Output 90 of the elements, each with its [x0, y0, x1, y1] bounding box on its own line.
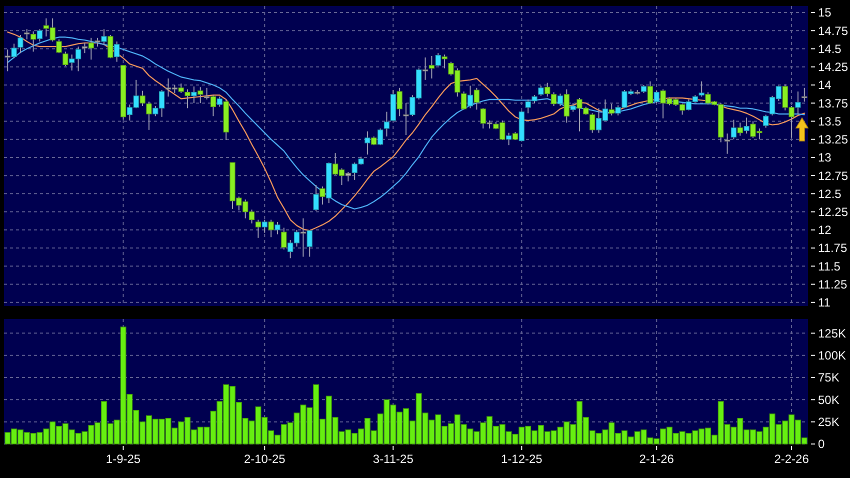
- candlestick: [320, 186, 326, 206]
- y-tick-label: 14.75: [818, 24, 848, 38]
- candlestick: [4, 48, 10, 72]
- candlestick: [62, 51, 68, 67]
- candlestick: [384, 111, 390, 137]
- x-tick-label: 2-1-26: [639, 452, 674, 466]
- candlestick: [377, 128, 384, 146]
- y-tick-label: 75K: [818, 370, 840, 385]
- y-tick-label: 11.5: [818, 259, 841, 274]
- candlestick: [590, 112, 596, 134]
- candlestick: [191, 86, 197, 104]
- y-tick-label: 12.25: [818, 204, 848, 219]
- x-tick-label: 2-2-26: [774, 452, 810, 466]
- candlestick: [608, 103, 614, 116]
- y-tick-label: 11.25: [818, 277, 848, 292]
- candlestick: [474, 87, 480, 110]
- y-tick-label: 12: [818, 223, 832, 238]
- y-tick-label: 11: [818, 296, 831, 310]
- y-tick-label: 12.75: [818, 168, 848, 183]
- y-tick-label: 13.75: [818, 96, 848, 110]
- candlestick: [114, 41, 120, 62]
- candlestick: [18, 34, 24, 54]
- candlestick: [146, 101, 152, 130]
- y-tick-label: 25K: [818, 415, 840, 430]
- y-tick-label: 125K: [818, 326, 846, 340]
- candlestick: [345, 171, 351, 182]
- candlestick: [525, 98, 531, 114]
- candlestick: [184, 88, 190, 109]
- candlestick: [268, 219, 274, 238]
- candlestick: [435, 52, 441, 67]
- x-tick-label: 1-9-25: [106, 452, 141, 466]
- y-tick-label: 11.75: [818, 241, 848, 256]
- candlestick: [255, 219, 262, 238]
- candlestick: [403, 102, 409, 136]
- candlestick: [461, 91, 467, 110]
- candlestick: [795, 91, 801, 116]
- candlestick: [36, 28, 43, 42]
- y-tick-label: 12.5: [818, 186, 842, 201]
- candlestick: [647, 80, 653, 104]
- y-tick-label: 50K: [818, 392, 840, 407]
- candlestick: [538, 85, 544, 96]
- candlestick: [82, 42, 88, 54]
- candlestick: [654, 90, 660, 104]
- x-tick-label: 3-11-25: [372, 452, 414, 466]
- y-tick-label: 14.25: [818, 60, 848, 74]
- candlestick: [11, 43, 17, 59]
- candlestick: [737, 122, 743, 136]
- candlestick: [101, 28, 107, 46]
- candlestick: [56, 38, 62, 54]
- candlestick: [730, 119, 737, 140]
- candlestick: [216, 96, 222, 108]
- candlestick: [262, 219, 268, 234]
- candlestick: [210, 94, 216, 117]
- y-tick-label: 14: [818, 78, 832, 92]
- candlestick: [744, 117, 750, 134]
- candlestick: [428, 56, 435, 79]
- candlestick: [281, 227, 287, 250]
- candlestick: [557, 93, 564, 106]
- candlestick: [306, 230, 312, 258]
- candlestick: [274, 221, 280, 235]
- candlestick: [550, 92, 557, 106]
- candlestick: [442, 54, 448, 69]
- candlestick: [544, 82, 550, 98]
- candlestick: [698, 80, 704, 98]
- candlestick: [724, 133, 730, 154]
- y-tick-label: 13: [818, 150, 832, 165]
- x-tick-label: 1-12-25: [500, 452, 543, 466]
- candlestick: [313, 184, 319, 212]
- candlestick: [506, 132, 512, 146]
- y-tick-label: 15: [818, 6, 832, 20]
- candlestick: [198, 86, 204, 104]
- candlestick: [422, 56, 428, 80]
- candlestick: [564, 88, 570, 124]
- candlestick: [364, 130, 370, 156]
- candlestick: [24, 28, 30, 40]
- candlestick: [108, 34, 114, 59]
- candlestick: [30, 30, 36, 52]
- y-tick-label: 13.5: [818, 114, 842, 128]
- y-tick-label: 13.25: [818, 132, 848, 147]
- x-tick-label: 2-10-25: [244, 452, 286, 466]
- candlestick: [140, 90, 146, 106]
- candlestick: [178, 83, 184, 94]
- y-tick-label: 14.5: [818, 42, 842, 56]
- y-tick-label: 0: [818, 437, 825, 452]
- candlestick: [480, 108, 486, 129]
- candlestick: [396, 87, 402, 117]
- candlestick: [88, 37, 94, 60]
- y-tick-label: 100K: [818, 348, 846, 363]
- candlestick: [467, 85, 474, 109]
- candlestick: [763, 114, 769, 128]
